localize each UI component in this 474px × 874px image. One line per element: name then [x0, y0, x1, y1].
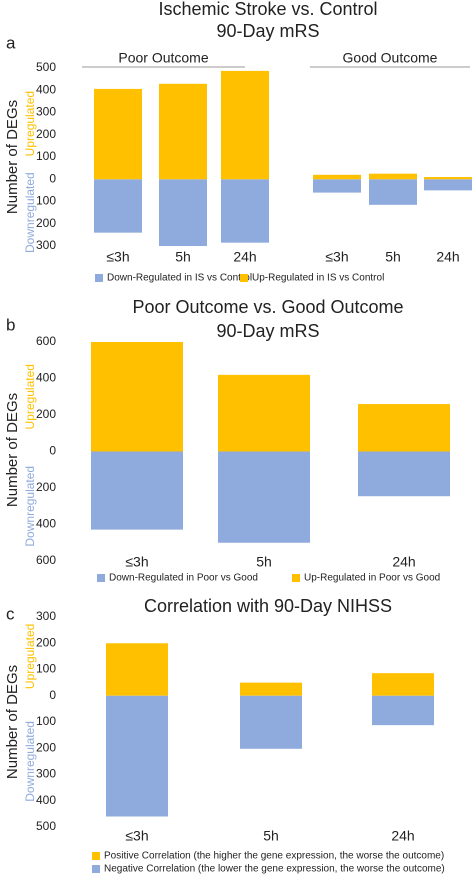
- y-tick-label: 600: [36, 553, 56, 567]
- bar: [369, 173, 417, 180]
- x-tick-label: 24h: [391, 828, 414, 844]
- bar: [159, 83, 207, 180]
- legend-label: Negative Correlation (the lower the gene…: [104, 864, 445, 874]
- up-label: Upregulated: [23, 91, 37, 156]
- y-axis-title: Number of DEGs: [4, 100, 21, 214]
- y-tick-label: 300: [36, 238, 56, 252]
- legend-swatch: [292, 574, 300, 582]
- legend-swatch: [95, 274, 103, 282]
- x-tick-label: 24h: [233, 249, 256, 265]
- x-tick-label: ≤3h: [106, 249, 129, 265]
- legend-label: Up-Regulated in Poor vs Good: [304, 573, 440, 584]
- bar: [106, 695, 168, 817]
- bar: [369, 179, 417, 205]
- chart-title: Correlation with 90-Day NIHSS: [144, 596, 392, 616]
- x-tick-label: 5h: [385, 249, 401, 265]
- bar: [106, 643, 168, 696]
- legend-label: Up-Regulated in IS vs Control: [252, 273, 384, 284]
- bar: [91, 342, 183, 452]
- y-tick-label: 100: [36, 149, 56, 163]
- legend-label: Down-Regulated in IS vs Control: [107, 273, 252, 284]
- y-tick-label: 400: [36, 82, 56, 96]
- bar: [358, 404, 450, 452]
- legend-label: Down-Regulated in Poor vs Good: [109, 573, 258, 584]
- bar: [313, 174, 361, 180]
- y-axis-title: Number of DEGs: [4, 393, 21, 507]
- down-label: Downregulated: [23, 466, 37, 547]
- chart-title: Ischemic Stroke vs. Control: [158, 0, 377, 19]
- y-tick-label: 200: [36, 740, 56, 754]
- legend-swatch: [240, 274, 248, 282]
- panel-letter: c: [6, 604, 15, 623]
- x-tick-label: ≤3h: [325, 249, 348, 265]
- bar: [358, 451, 450, 497]
- up-label: Upregulated: [23, 624, 37, 689]
- bar: [313, 179, 361, 193]
- y-tick-label: 100: [36, 194, 56, 208]
- y-tick-label: 400: [36, 517, 56, 531]
- y-tick-label: 300: [36, 105, 56, 119]
- x-tick-label: 24h: [392, 554, 415, 570]
- chart-title: Poor Outcome vs. Good Outcome: [132, 297, 403, 317]
- y-tick-label: 200: [36, 407, 56, 421]
- bar: [159, 179, 207, 246]
- x-tick-label: 5h: [175, 249, 191, 265]
- x-tick-label: 5h: [263, 828, 279, 844]
- group-label: Good Outcome: [343, 50, 438, 66]
- x-tick-label: ≤3h: [125, 828, 148, 844]
- bar: [221, 179, 269, 243]
- y-tick-label: 200: [36, 635, 56, 649]
- bar: [372, 695, 434, 726]
- y-tick-label: 300: [36, 767, 56, 781]
- y-axis-title: Number of DEGs: [4, 665, 21, 779]
- y-tick-label: 100: [36, 714, 56, 728]
- bar: [91, 451, 183, 530]
- down-label: Downregulated: [23, 172, 37, 253]
- down-label: Downregulated: [23, 721, 37, 802]
- bar: [424, 177, 472, 180]
- y-tick-label: 400: [36, 793, 56, 807]
- bar: [218, 451, 310, 543]
- chart-subtitle: 90-Day mRS: [216, 321, 319, 341]
- y-tick-label: 600: [36, 334, 56, 348]
- x-tick-label: 5h: [256, 554, 272, 570]
- legend-swatch: [97, 574, 105, 582]
- y-tick-label: 300: [36, 609, 56, 623]
- legend-swatch: [92, 852, 100, 860]
- bar: [221, 70, 269, 180]
- y-tick-label: 200: [36, 216, 56, 230]
- y-tick-label: 0: [49, 444, 56, 458]
- legend-swatch: [92, 865, 100, 873]
- y-tick-label: 100: [36, 662, 56, 676]
- bar: [240, 682, 302, 696]
- bar: [240, 695, 302, 749]
- legend-label: Positive Correlation (the higher the gen…: [104, 851, 444, 862]
- x-tick-label: ≤3h: [125, 554, 148, 570]
- panel-letter: a: [6, 33, 16, 52]
- bar: [372, 673, 434, 696]
- y-tick-label: 200: [36, 127, 56, 141]
- up-label: Upregulated: [23, 364, 37, 429]
- x-tick-label: 24h: [436, 249, 459, 265]
- bar: [218, 374, 310, 452]
- y-tick-label: 200: [36, 480, 56, 494]
- y-tick-label: 500: [36, 60, 56, 74]
- panel-letter: b: [6, 315, 15, 334]
- group-label: Poor Outcome: [118, 50, 208, 66]
- y-tick-label: 0: [49, 688, 56, 702]
- y-tick-label: 0: [49, 171, 56, 185]
- y-tick-label: 400: [36, 371, 56, 385]
- bar: [94, 88, 142, 180]
- bar: [94, 179, 142, 233]
- y-tick-label: 500: [36, 819, 56, 833]
- bar: [424, 179, 472, 191]
- chart-subtitle: 90-Day mRS: [216, 21, 319, 41]
